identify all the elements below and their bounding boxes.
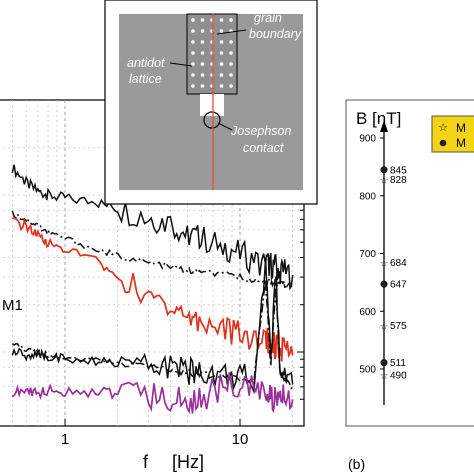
- spectrum-series-4: [11, 257, 294, 395]
- legend-item-1: M: [456, 121, 466, 135]
- field-point-label: 490: [390, 370, 407, 381]
- x-tick-label: 10: [232, 431, 249, 448]
- antidot-hole: [219, 84, 224, 88]
- spectrum-series-1: [11, 164, 294, 291]
- antidot-hole: [229, 40, 233, 44]
- antidot-hole: [191, 18, 195, 22]
- legend-item-2: M: [456, 136, 466, 150]
- arrow-grain: [216, 29, 247, 35]
- field-point-star: ☆: [380, 322, 389, 333]
- josephson-contact-marker: [203, 111, 221, 129]
- antidot-hole: [191, 73, 195, 77]
- spectrum-series-2: [11, 210, 294, 289]
- contact-bridge: [200, 94, 224, 116]
- x-ticks: 1 10: [61, 419, 249, 448]
- field-point-star: ☆: [380, 371, 389, 382]
- antidot-hole: [219, 73, 224, 77]
- x-axis-label-unit: [Hz]: [172, 452, 204, 472]
- antidot-hole: [219, 29, 224, 33]
- field-point-label: 828: [390, 175, 407, 186]
- antidot-hole: [229, 62, 233, 66]
- antidot-hole: [200, 40, 205, 44]
- antidot-hole: [229, 18, 233, 22]
- antidot-hole: [191, 84, 195, 88]
- spectrum-series-5: [11, 280, 294, 390]
- field-panel-frame: [345, 99, 474, 427]
- antidot-hole: [200, 73, 205, 77]
- antidot-hole: [219, 18, 224, 22]
- field-tick-label: 600: [359, 307, 376, 318]
- arrow-antidot: [169, 62, 193, 67]
- antidot-hole: [219, 40, 224, 44]
- antidot-hole: [200, 29, 205, 33]
- field-point-label: 575: [390, 321, 407, 332]
- field-point-star: ☆: [380, 259, 389, 270]
- field-axis-label: B [nT]: [356, 109, 401, 128]
- field-tick-label: 800: [359, 191, 376, 202]
- legend-star-marker: ☆: [438, 122, 448, 134]
- x-axis-label-f: f: [143, 452, 149, 472]
- label-boundary: boundary: [249, 27, 302, 41]
- field-point-label: 511: [390, 358, 406, 369]
- field-axis-arrow: [380, 120, 388, 132]
- field-point-label: 845: [390, 165, 407, 176]
- legend-box: [431, 115, 474, 153]
- sample-inset: antidot lattice grain boundary Josephson…: [104, 0, 318, 205]
- antidot-hole: [219, 51, 224, 55]
- label-antidot: antidot: [127, 56, 165, 70]
- annotation-m1: M1: [2, 297, 23, 314]
- field-point-label: 684: [390, 258, 407, 269]
- field-tick-label: 700: [359, 249, 376, 260]
- antidot-hole: [229, 73, 233, 77]
- antidot-hole: [219, 62, 224, 66]
- field-tick-label: 500: [359, 365, 376, 376]
- antidot-hole: [191, 29, 195, 33]
- antidot-hole: [191, 51, 195, 55]
- field-point-star: ☆: [380, 176, 389, 187]
- antidot-hole: [200, 51, 205, 55]
- legend-dot-marker: [439, 139, 447, 147]
- label-josephson: Josephson: [230, 124, 292, 138]
- field-ticks: 500 600 700 800 900: [359, 134, 384, 376]
- x-tick-label: 1: [61, 431, 69, 448]
- antidot-hole: [229, 51, 233, 55]
- antidot-hole: [200, 62, 205, 66]
- antidot-hole: [229, 84, 233, 88]
- field-point-label: 647: [390, 280, 407, 291]
- panel-label-b: (b): [348, 456, 365, 472]
- field-point-dot: [380, 166, 388, 174]
- antidot-hole: [200, 18, 205, 22]
- label-lattice: lattice: [129, 72, 162, 86]
- antidot-hole: [200, 84, 205, 88]
- antidot-hole: [191, 40, 195, 44]
- antidot-hole: [191, 62, 195, 66]
- arrow-josephson: [217, 122, 233, 131]
- field-tick-label: 900: [359, 134, 376, 145]
- spectrum-series-6: [11, 372, 294, 415]
- label-grain: grain: [254, 11, 282, 25]
- label-contact: contact: [243, 141, 284, 155]
- series-group: [11, 164, 294, 415]
- field-point-dot: [380, 280, 388, 288]
- field-point-dot: [380, 359, 388, 367]
